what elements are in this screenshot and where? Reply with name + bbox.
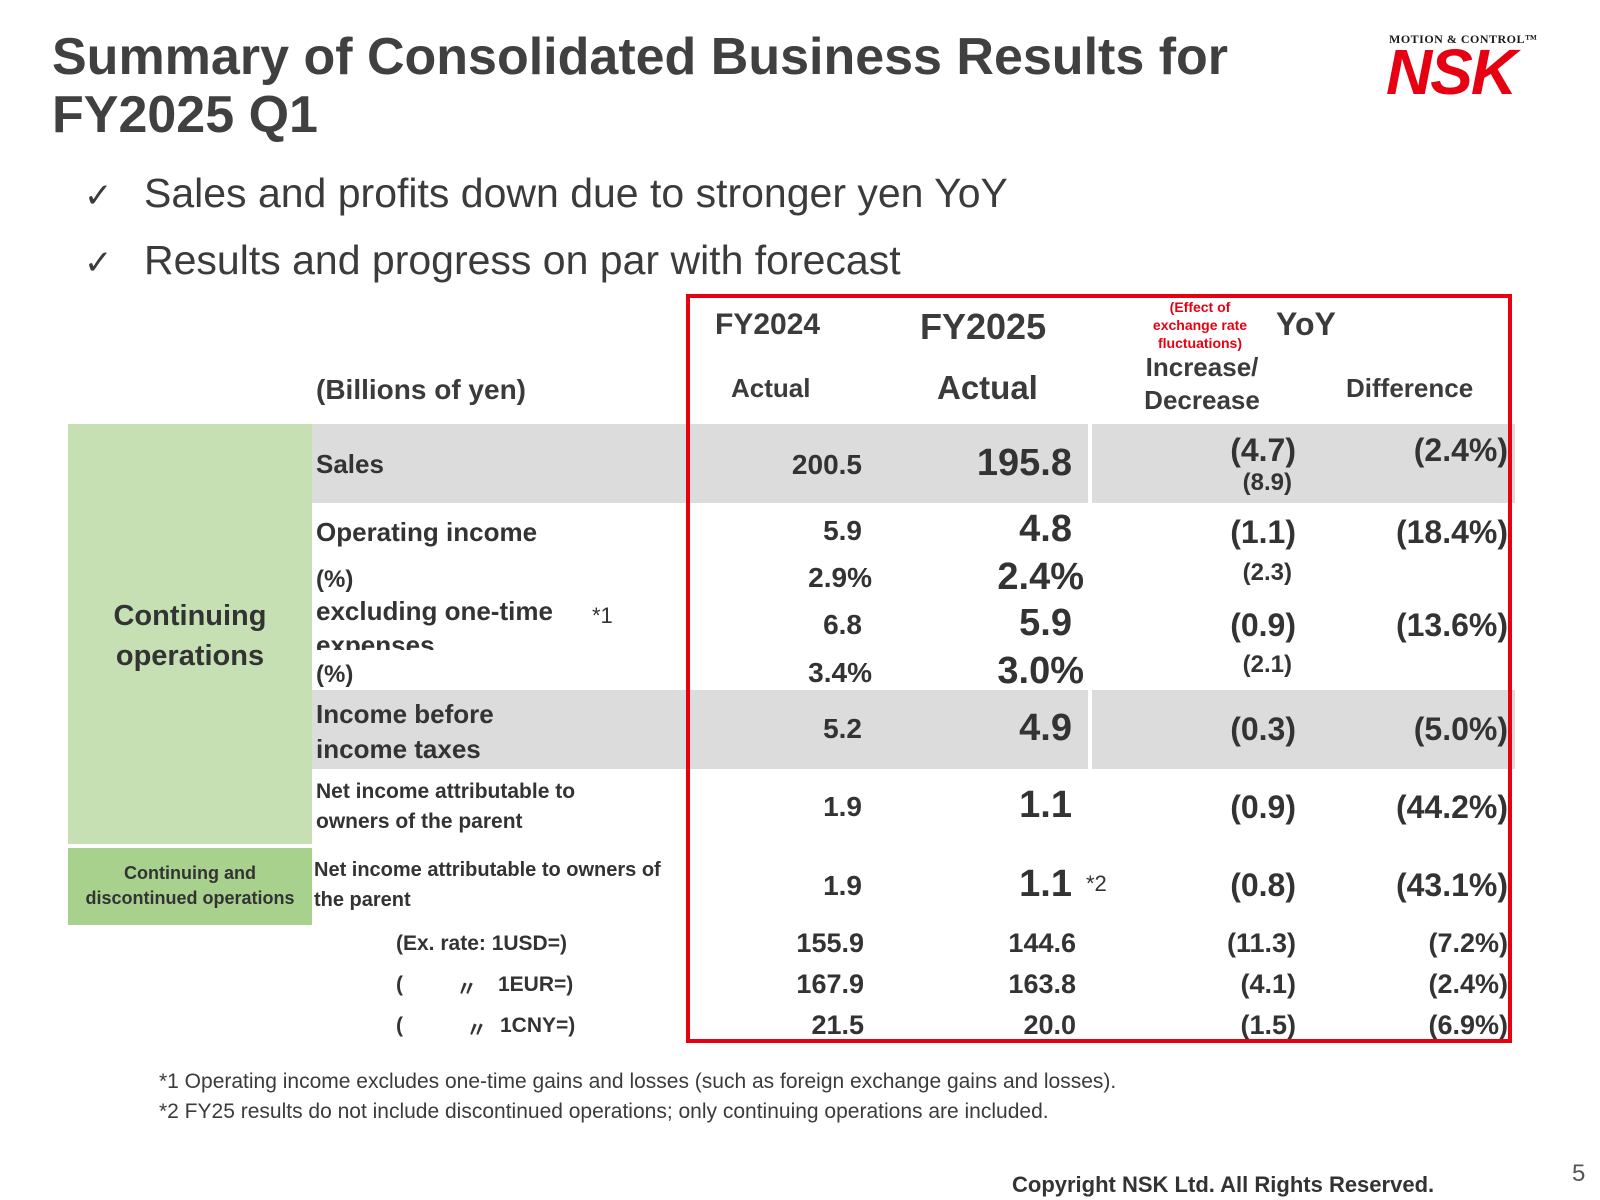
cell-fy2024: 3.4% xyxy=(808,657,872,688)
column-separator xyxy=(1088,690,1092,769)
col-increase-decrease: Increase/ Decrease xyxy=(1144,352,1260,415)
cell-fx-effect: (8.9) xyxy=(1242,469,1292,496)
fx-difference: (2.4%) xyxy=(1428,969,1508,999)
cell-fy2025: 3.0% xyxy=(997,650,1084,692)
bullet-item: ✓ Sales and profits down due to stronger … xyxy=(84,170,1008,217)
group-label: Continuing operations xyxy=(113,600,267,672)
nsk-logo: NSK xyxy=(1386,36,1517,108)
cell-fy2024: 2.9% xyxy=(808,562,872,593)
cell-fx-effect: (2.1) xyxy=(1242,651,1292,678)
copyright: Copyright NSK Ltd. All Rights Reserved. xyxy=(1012,1172,1435,1197)
fx-label-cny: 1CNY=) xyxy=(500,1014,576,1037)
cell-fy2024: 5.9 xyxy=(823,515,862,546)
cell-difference: (13.6%) xyxy=(1395,607,1508,643)
cell-fy2025: 195.8 xyxy=(976,442,1072,484)
cell-increase: (4.7) xyxy=(1230,432,1296,468)
row-label-pct: (%) xyxy=(316,566,354,593)
fx-increase: (11.3) xyxy=(1226,928,1296,958)
fx-fy2024: 167.9 xyxy=(796,969,864,999)
cell-fx-effect: (2.3) xyxy=(1242,559,1292,586)
cell-increase: (0.8) xyxy=(1230,867,1296,903)
cell-difference: (18.4%) xyxy=(1395,514,1508,550)
cell-fy2025: 2.4% xyxy=(997,556,1084,598)
cell-fy2025: 1.1 xyxy=(1019,784,1072,826)
cell-fy2024: 5.2 xyxy=(823,713,862,744)
row-label-pct: (%) xyxy=(316,661,354,688)
check-icon: ✓ xyxy=(84,176,113,216)
cell-difference: (5.0%) xyxy=(1413,711,1508,747)
fx-fy2025: 163.8 xyxy=(1008,969,1076,999)
units-label: (Billions of yen) xyxy=(316,374,526,405)
group-continuing-discontinued: Continuing and discontinued operations xyxy=(68,848,312,925)
column-separator xyxy=(1088,424,1092,503)
col-fy2025-sub: Actual xyxy=(937,369,1038,406)
page-number: 5 xyxy=(1572,1160,1586,1187)
fx-fy2025: 20.0 xyxy=(1023,1010,1076,1040)
cell-fy2024: 6.8 xyxy=(823,609,862,640)
fx-increase: (4.1) xyxy=(1240,969,1296,999)
check-icon: ✓ xyxy=(84,243,113,283)
fx-increase: (1.5) xyxy=(1240,1010,1296,1040)
fx-difference: (7.2%) xyxy=(1428,928,1508,958)
ditto-mark: 〃 xyxy=(456,978,477,1001)
cell-difference: (43.1%) xyxy=(1395,867,1508,903)
footnote-2: *2 FY25 results do not include discontin… xyxy=(159,1100,1049,1123)
ditto-mark: 〃 xyxy=(466,1019,487,1042)
col-fy2025: FY2025 xyxy=(920,306,1047,347)
fx-label-open: ( xyxy=(396,973,403,996)
group-label: Continuing and discontinued operations xyxy=(85,863,295,908)
highlight-frame xyxy=(686,294,1512,1043)
fx-difference: (6.9%) xyxy=(1428,1010,1508,1040)
cell-difference: (44.2%) xyxy=(1395,789,1508,825)
bullet-text: Sales and profits down due to stronger y… xyxy=(144,170,1008,216)
row-label-excluding: excluding one-time expenses xyxy=(316,596,553,650)
cell-increase: (0.9) xyxy=(1230,607,1296,643)
row-label-income-before-taxes: Income before income taxes xyxy=(316,699,494,764)
cell-fy2024: 200.5 xyxy=(791,449,862,480)
bullet-item: ✓ Results and progress on par with foreca… xyxy=(84,237,901,284)
col-yoy: YoY xyxy=(1276,306,1336,342)
cell-fy2025: 5.9 xyxy=(1019,602,1072,644)
row-label-net-income: Net income attributable to owners of the… xyxy=(316,780,576,833)
footnote-ref-1: *1 xyxy=(592,603,613,628)
col-fy2024: FY2024 xyxy=(715,308,821,341)
row-label-net-income-all: Net income attributable to owners of the… xyxy=(314,859,661,911)
cell-fy2024: 1.9 xyxy=(823,791,862,822)
cell-fy2025: 4.8 xyxy=(1019,508,1072,550)
fx-fy2025: 144.6 xyxy=(1008,928,1076,958)
fx-fy2024: 155.9 xyxy=(796,928,864,958)
col-difference: Difference xyxy=(1346,373,1474,403)
ibt-row-band xyxy=(311,690,1515,769)
footnote-1: *1 Operating income excludes one-time ga… xyxy=(159,1070,1117,1093)
footnote-ref-2: *2 xyxy=(1086,871,1107,896)
fx-label-usd: (Ex. rate: 1USD=) xyxy=(396,932,567,955)
cell-fy2024: 1.9 xyxy=(823,870,862,901)
group-continuing: Continuing operations xyxy=(68,424,312,844)
fx-fy2024: 21.5 xyxy=(811,1010,864,1040)
sales-row-band xyxy=(311,424,1515,503)
logo-tagline: MOTION & CONTROL™ xyxy=(1389,32,1538,46)
fx-label-open: ( xyxy=(396,1014,403,1037)
fx-effect-note: (Effect of exchange rate fluctuations) xyxy=(1152,299,1248,351)
cell-increase: (0.9) xyxy=(1230,789,1296,825)
col-fy2024-sub: Actual xyxy=(731,373,811,403)
cell-increase: (1.1) xyxy=(1230,514,1296,550)
cell-fy2025: 1.1 xyxy=(1019,863,1072,905)
fx-label-eur: 1EUR=) xyxy=(498,973,574,996)
page-title: Summary of Consolidated Business Results… xyxy=(52,28,1229,144)
bullet-text: Results and progress on par with forecas… xyxy=(144,237,901,283)
row-label-sales: Sales xyxy=(316,449,384,479)
cell-increase: (0.3) xyxy=(1230,711,1296,747)
cell-fy2025: 4.9 xyxy=(1019,707,1072,749)
row-label-operating-income: Operating income xyxy=(316,517,538,547)
cell-difference: (2.4%) xyxy=(1413,432,1508,468)
